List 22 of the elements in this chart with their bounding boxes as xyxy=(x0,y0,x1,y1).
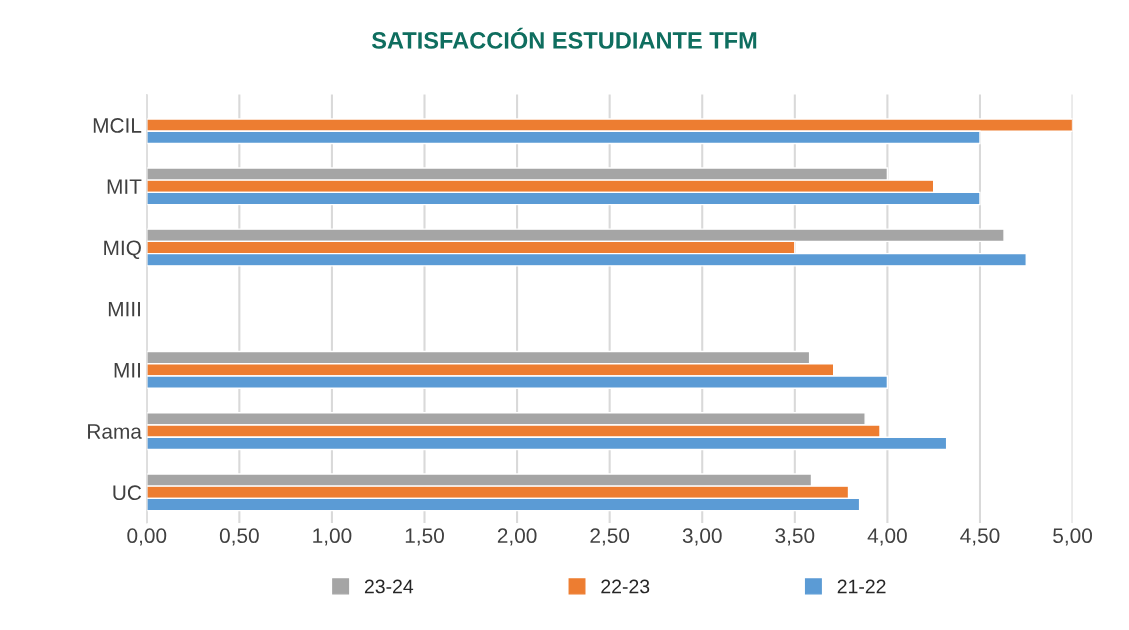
legend-label: 22-23 xyxy=(601,579,650,594)
x-tick-label: 4,50 xyxy=(960,528,1000,546)
x-tick-label: 3,00 xyxy=(682,528,722,546)
x-tick-label: 1,50 xyxy=(405,528,444,546)
x-tick-label: 3,50 xyxy=(775,528,815,546)
x-tick-label: 2,50 xyxy=(590,528,630,546)
y-tick-label: MIII xyxy=(108,301,140,317)
y-tick-label: MIT xyxy=(107,179,142,194)
x-tick-label: 2,00 xyxy=(497,528,537,546)
y-tick-label: MCIL xyxy=(93,118,142,133)
y-tick-label: MII xyxy=(114,363,140,378)
legend-label: 21-22 xyxy=(837,579,886,594)
x-tick-label: 4,00 xyxy=(867,528,907,546)
y-tick-label: Rama xyxy=(88,424,142,439)
y-tick-label: MIQ xyxy=(104,240,141,259)
x-tick-label: 5,00 xyxy=(1053,528,1093,546)
chart-title: SATISFACCIÓN ESTUDIANTE TFM xyxy=(371,27,757,49)
x-tick-label: 1,00 xyxy=(313,528,352,546)
x-tick-label: 0,50 xyxy=(219,528,259,546)
y-tick-label: UC xyxy=(113,485,142,501)
x-tick-label: 0,00 xyxy=(127,528,167,546)
legend-label: 23-24 xyxy=(364,579,414,594)
